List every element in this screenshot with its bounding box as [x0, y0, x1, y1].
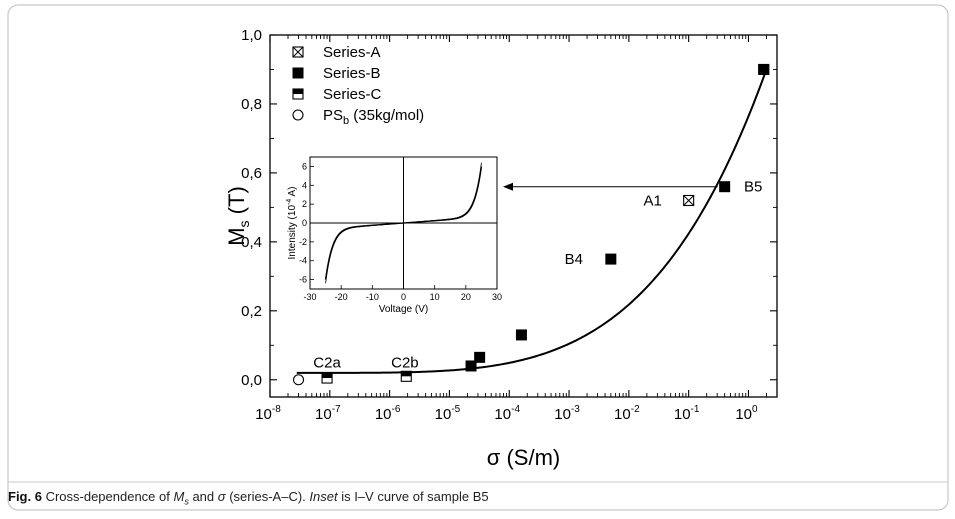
y-tick-label: 0,6 [241, 165, 262, 182]
inset-y-tick-label: 2 [302, 199, 307, 209]
y-tick-label: 0,2 [241, 303, 262, 320]
annotation-a1: A1 [643, 192, 661, 209]
caption-inset-word: Inset [309, 489, 338, 504]
caption-var-ms: Ms [173, 489, 189, 507]
inset-iv-curve-return [325, 162, 482, 284]
fit-curve [296, 68, 768, 374]
inset-y-tick-label: 4 [302, 180, 307, 190]
inset-y-tick-label: 6 [302, 161, 307, 171]
inset-y-tick-label: 0 [302, 218, 307, 228]
legend-label-4: PSb (35kg/mol) [323, 107, 424, 127]
x-axis-label: σ (S/m) [487, 445, 560, 470]
inset-x-tick-label: 20 [461, 292, 471, 302]
x-tick-label: 10-6 [375, 404, 401, 423]
caption-var-sigma: σ [217, 489, 226, 504]
legend-label-2: Series-B [323, 65, 381, 82]
legend-marker-4 [292, 109, 304, 121]
marker-shape [292, 67, 304, 79]
caption-text-4: is I–V curve of sample B5 [337, 489, 489, 504]
inset-x-tick-label: 30 [492, 292, 502, 302]
arrow-head [503, 182, 513, 191]
annotation-b5: B5 [744, 179, 762, 196]
inset-x-tick-label: 0 [401, 292, 406, 302]
card-border [7, 4, 949, 511]
inset-x-axis-label: Voltage (V) [379, 304, 428, 315]
plot-frame [269, 34, 778, 398]
caption-label: Fig. 6 [8, 489, 42, 504]
x-tick-label: 10-1 [674, 404, 700, 423]
point-series-b [465, 360, 477, 372]
marker-shape [465, 360, 477, 372]
x-tick-label: 10-7 [315, 404, 341, 423]
marker-shape [292, 109, 304, 121]
marker-shape [605, 253, 617, 265]
inset-y-tick-label: -2 [299, 237, 307, 247]
marker-shape [474, 351, 486, 363]
x-tick-label: 100 [735, 404, 758, 423]
marker-cross [292, 46, 304, 58]
x-tick-label: 10-2 [614, 404, 640, 423]
point-series-b [474, 351, 486, 363]
point-series-a [683, 194, 695, 207]
x-tick-label: 10-5 [435, 404, 461, 423]
inset-y-tick-label: -6 [299, 275, 307, 285]
point-series-b [758, 63, 770, 75]
point-series-b [605, 253, 617, 265]
x-tick-label: 10-8 [255, 404, 281, 423]
y-tick-label: 1,0 [241, 27, 262, 44]
point-series-c [400, 370, 412, 382]
legend-label-3: Series-C [323, 86, 382, 103]
caption-text-1: Cross-dependence of [41, 489, 174, 504]
marker-shape [515, 329, 527, 341]
marker-shape [719, 181, 731, 193]
point-series-b [719, 181, 731, 193]
x-tick-label: 10-4 [494, 404, 520, 423]
caption-text-3: (series-A–C). [225, 489, 310, 504]
legend-label-1: Series-A [323, 44, 381, 61]
annotation-b4: B4 [565, 251, 583, 268]
y-tick-label: 0,0 [241, 372, 262, 389]
y-tick-label: 0,8 [241, 96, 262, 113]
annotation-c2b: C2b [391, 355, 419, 372]
legend-marker-1 [292, 46, 304, 58]
inset-x-tick-label: -20 [335, 292, 348, 302]
y-axis-label: Ms (T) [224, 186, 252, 246]
x-tick-label: 10-3 [554, 404, 580, 423]
figure-caption: Fig. 6 Cross-dependence of Ms and σ (ser… [8, 489, 948, 507]
point-series-b [515, 329, 527, 341]
inset-x-tick-label: 10 [430, 292, 440, 302]
marker-fill [401, 371, 412, 377]
inset-x-tick-label: -30 [303, 292, 316, 302]
marker-shape [292, 374, 305, 386]
main-plot: 10-8 10-7 10-6 10-5 10-4 10-3 10-2 10-1 1000,00,… [224, 27, 778, 470]
marker-cross [683, 195, 695, 206]
legend-marker-2 [292, 67, 304, 79]
inset-y-tick-label: -4 [299, 256, 307, 266]
inset-x-tick-label: -10 [366, 292, 379, 302]
marker-fill [293, 89, 303, 94]
point-ps [292, 374, 305, 386]
y-tick-label: 0,4 [241, 234, 262, 251]
marker-shape [758, 63, 770, 75]
caption-text-2: and [188, 489, 218, 504]
inset-y-axis-label: Intensity (10-4 A) [286, 187, 298, 260]
annotation-c2a: C2a [313, 355, 341, 372]
marker-fill [322, 373, 333, 379]
legend-marker-3 [292, 88, 304, 100]
point-series-c [321, 372, 333, 384]
